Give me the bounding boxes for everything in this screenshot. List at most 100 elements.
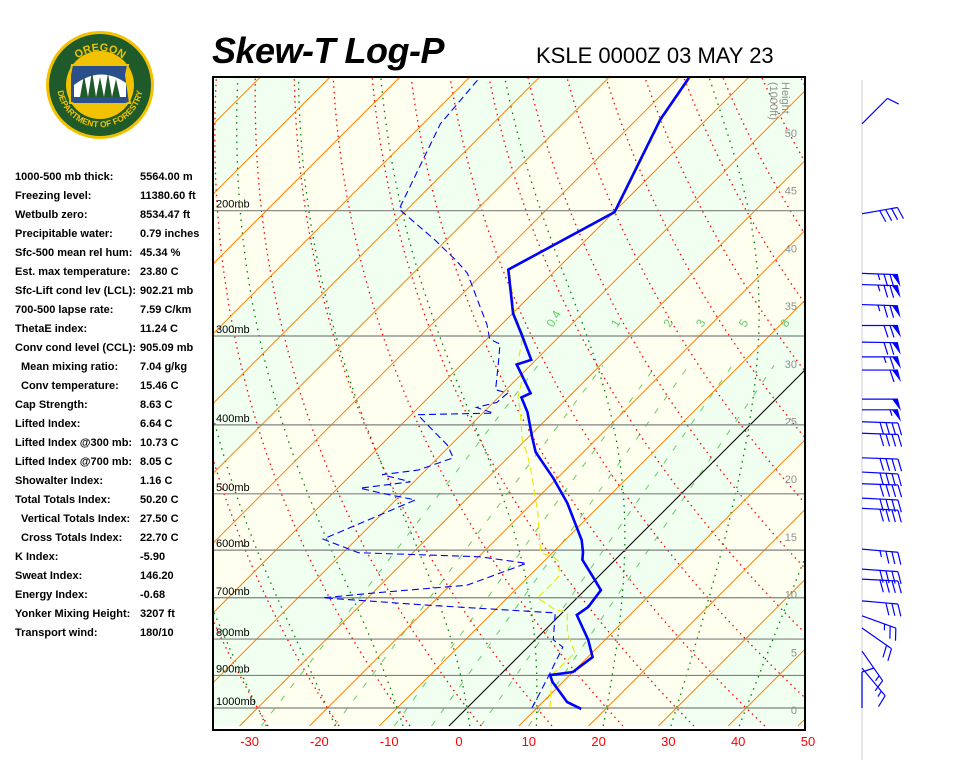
wind-barb-feather [874,680,884,692]
dry-adiabat [827,53,960,726]
wind-barb-feather [879,433,885,447]
wind-barb [862,324,901,338]
wind-barb-feather [891,484,897,498]
wind-barb [862,356,901,370]
stat-label: Conv cond level (CCL): [15,342,137,354]
wind-barb [861,578,902,594]
wind-barb-feather [891,509,896,523]
x-tick-label: -30 [240,734,259,749]
wind-barb [861,471,902,487]
wind-barb-feather [891,603,896,616]
station-time-label: KSLE 0000Z 03 MAY 23 [536,43,774,68]
wind-barb-feather [889,342,895,355]
temperature-band [0,53,215,726]
wind-barb [861,650,884,692]
plot-border [212,76,806,731]
wind-barb-feather [879,579,884,593]
wind-barb-feather [897,580,902,594]
isotherm [0,53,75,726]
stat-value: 7.04 g/kg [140,361,188,373]
stat-row: Conv temperature: 15.46 C [15,377,215,396]
stat-label: Wetbulb zero: [15,209,88,221]
wind-barb-feather [897,434,903,447]
wind-barb [861,600,902,617]
wind-barb-feather [885,433,891,447]
wind-barb-feather [879,210,887,223]
wind-barb [861,667,886,707]
stat-row: Showalter Index: 1.16 C [15,472,215,491]
wind-barb-feather [885,473,890,486]
wind-barb-feather [897,552,902,565]
height-tick-label: 25 [785,417,797,429]
wind-barb-shaft [861,283,898,287]
stat-label: 700-500 lapse rate: [15,304,114,316]
stat-label: K Index: [15,551,59,563]
wind-barb-half-feather [877,284,881,292]
wind-barb-pennant [892,325,901,338]
wind-barb [861,206,905,223]
stat-row: Wetbulb zero: 8534.47 ft [15,206,215,225]
height-tick-label: 35 [785,301,797,313]
wind-barb-feather [897,473,902,487]
stat-value: 7.59 C/km [140,304,192,316]
height-axis-unit: (1000ft) [767,82,779,120]
wind-barb-shaft [861,206,898,215]
moist-adiabat [297,77,471,727]
stat-row: 1000-500 mb thick: 5564.00 m [15,168,215,187]
isotherm [213,77,750,614]
wind-barb-pennant [892,399,901,412]
wind-barb-half-feather [883,356,887,364]
height-axis-title: Height [779,82,791,114]
height-tick-label: 45 [785,186,797,198]
wind-barb-feather [897,422,903,436]
wind-barb-feather [885,580,890,593]
wind-barb-feather [897,484,903,498]
wind-barb-shaft [861,341,899,344]
stat-row: Conv cond level (CCL): 905.09 mb [15,339,215,358]
stat-value: 11.24 C [140,323,178,335]
x-tick-label: 10 [522,734,536,749]
wind-barb-feather [883,273,889,287]
wind-barb [861,303,901,318]
stat-row: Transport wind: 180/10 [15,624,215,643]
stat-value: 3207 ft [140,608,175,620]
stat-label: Conv temperature: [21,380,119,392]
wind-barb [861,272,901,287]
stat-label: Lifted Index: [15,418,81,430]
stat-label: Lifted Index @700 mb: [15,456,133,468]
x-tick-label: 0 [455,734,462,749]
stat-label: Vertical Totals Index: [21,513,131,525]
wind-barb-feather [891,458,897,472]
stat-value: -5.90 [140,551,166,563]
wind-barb-feather [885,209,893,221]
dry-adiabat [410,77,766,727]
stat-row: ThetaE index: 11.24 C [15,320,215,339]
wind-barb-feather [885,484,891,497]
wind-barb [862,398,901,412]
pressure-label: 900mb [216,663,250,675]
wind-barb-half-feather [877,273,881,281]
wind-barb-pennant [892,409,901,422]
stat-value: 22.70 C [140,532,179,544]
pressure-label: 1000mb [216,696,256,708]
wind-barb-feather [891,580,896,594]
dry-adiabat [903,53,960,726]
stat-value: 27.50 C [140,513,179,525]
wind-barb-feather [879,509,884,522]
isotherm [213,77,680,544]
isotherm [0,53,215,726]
isotherm [797,718,805,727]
dry-adiabat [488,77,805,634]
stat-label: Showalter Index: [15,475,104,487]
stat-value: -0.68 [140,589,166,601]
oregon-department-of-forestry-logo: OREGON DEPARTMENT OF FORESTRY [46,31,154,139]
stat-row: Cap Strength: 8.63 C [15,396,215,415]
wind-barb-feather [883,305,889,318]
stability-indices-panel: 1000-500 mb thick: 5564.00 m Freezing leve… [15,168,215,643]
height-tick-label: 30 [785,359,797,371]
stat-value: 45.34 % [140,247,181,259]
stat-label: Sweat Index: [15,570,83,582]
stat-value: 8.63 C [140,399,173,411]
wind-barb-feather [889,305,895,318]
moist-adiabat [236,77,404,727]
